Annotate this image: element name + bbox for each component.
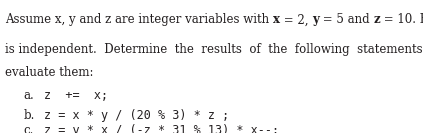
Text: Assume x, y and z are integer variables with: Assume x, y and z are integer variables … <box>5 13 273 26</box>
Text: b.: b. <box>23 109 35 122</box>
Text: a.: a. <box>23 89 34 102</box>
Text: evaluate them:: evaluate them: <box>5 66 93 80</box>
Text: z = x * y / (20 % 3) * z ;: z = x * y / (20 % 3) * z ; <box>44 109 230 122</box>
Text: x: x <box>273 13 280 26</box>
Text: z  +=  x;: z += x; <box>44 89 109 102</box>
Text: = 5 and: = 5 and <box>319 13 374 26</box>
Text: y: y <box>312 13 319 26</box>
Text: = 2,: = 2, <box>280 13 312 26</box>
Text: c.: c. <box>23 124 34 133</box>
Text: = 10. Each expression: = 10. Each expression <box>380 13 423 26</box>
Text: is independent.  Determine  the  results  of  the  following  statements  and  s: is independent. Determine the results of… <box>5 43 423 56</box>
Text: z: z <box>374 13 380 26</box>
Text: z = y * x / (-z * 31 % 13) * x--;: z = y * x / (-z * 31 % 13) * x--; <box>44 124 280 133</box>
